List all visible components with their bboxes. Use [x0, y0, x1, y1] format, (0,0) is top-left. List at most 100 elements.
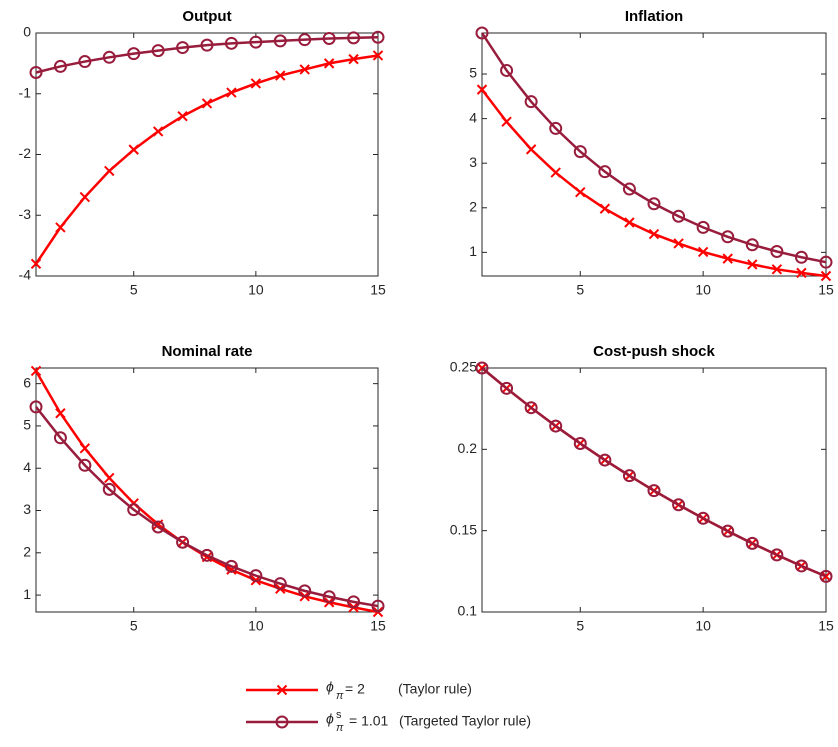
marker [348, 53, 359, 65]
marker [745, 238, 759, 252]
marker [79, 443, 91, 454]
legend-symbol: ϕ [326, 679, 334, 695]
marker [696, 220, 710, 234]
marker [102, 50, 116, 64]
x-tick-label: 10 [695, 282, 711, 298]
marker [696, 511, 710, 525]
subplot-title: Inflation [625, 8, 683, 25]
marker [176, 535, 190, 549]
marker [55, 408, 66, 419]
marker [226, 87, 237, 98]
marker [524, 95, 538, 109]
marker [30, 365, 42, 377]
x-tick-label: 15 [370, 282, 386, 298]
marker [29, 65, 43, 79]
marker [53, 59, 67, 73]
y-tick-label: 0.25 [450, 359, 477, 375]
x-tick-label: 15 [370, 618, 386, 634]
y-tick-label: 4 [469, 109, 477, 125]
x-tick-label: 10 [248, 618, 264, 634]
marker [322, 31, 336, 45]
marker [200, 38, 214, 52]
legend-symbol: ϕ [326, 711, 334, 727]
marker [819, 255, 833, 269]
marker [598, 453, 612, 467]
marker [820, 270, 832, 282]
marker [30, 258, 42, 270]
marker [721, 230, 735, 244]
marker [573, 145, 587, 159]
marker [598, 165, 612, 179]
x-tick-label: 5 [130, 618, 138, 634]
marker [794, 250, 808, 264]
marker [475, 361, 489, 375]
marker [152, 126, 164, 137]
marker [721, 524, 735, 538]
y-tick-label: -1 [19, 84, 32, 100]
marker [599, 203, 611, 214]
y-tick-label: 4 [23, 459, 31, 475]
y-tick-label: -4 [19, 267, 32, 283]
marker [648, 228, 660, 240]
y-tick-label: 0.1 [458, 603, 478, 619]
marker [275, 715, 289, 729]
marker [200, 548, 214, 562]
subplot: Cost-push shock 0.1 0.15 0.2 0.25 5 10 15 [450, 343, 834, 634]
marker [128, 144, 139, 155]
marker [176, 41, 190, 55]
legend-note: (Targeted Taylor rule) [399, 713, 531, 729]
marker [371, 30, 385, 44]
legend-entry: ϕπ = 2 (Taylor rule) [246, 679, 472, 702]
marker [224, 36, 238, 50]
marker [722, 253, 733, 264]
y-tick-label: 3 [23, 501, 31, 517]
marker [771, 264, 783, 275]
legend-entry: ϕ sπ = 1.01 (Targeted Taylor rule) [246, 709, 531, 734]
marker [273, 34, 287, 48]
marker [249, 35, 263, 49]
x-tick-label: 5 [130, 282, 138, 298]
subplot-title: Cost-push shock [593, 343, 715, 360]
marker [672, 209, 686, 223]
marker [476, 84, 488, 95]
y-tick-label: 3 [469, 154, 477, 170]
marker [371, 599, 385, 613]
marker [524, 401, 538, 415]
marker [673, 238, 684, 249]
marker [747, 259, 758, 270]
legend-subscript: π [336, 690, 344, 702]
marker [249, 569, 263, 583]
marker [475, 26, 489, 40]
marker [276, 684, 288, 696]
marker [298, 33, 312, 47]
marker [347, 31, 361, 45]
marker [819, 569, 833, 583]
x-tick-label: 10 [248, 282, 264, 298]
marker [177, 111, 188, 122]
y-tick-label: 2 [23, 544, 31, 560]
x-tick-label: 10 [695, 618, 711, 634]
x-tick-label: 15 [818, 282, 834, 298]
marker [250, 78, 262, 89]
marker [525, 144, 537, 155]
marker [53, 431, 67, 445]
subplot: Nominal rate 1 2 3 4 5 6 5 10 15 [23, 343, 386, 634]
x-tick-label: 15 [818, 618, 834, 634]
y-tick-label: 0 [23, 24, 31, 40]
axes-box [481, 32, 827, 277]
axes-box [35, 32, 379, 277]
marker [127, 47, 141, 61]
marker [322, 590, 336, 604]
marker [323, 58, 335, 69]
series-line [480, 32, 827, 264]
legend-subscript: π [336, 722, 344, 734]
marker [672, 498, 686, 512]
marker [770, 244, 784, 258]
x-tick-label: 5 [576, 618, 584, 634]
y-tick-label: 5 [23, 417, 31, 433]
marker [78, 55, 92, 69]
marker [550, 167, 561, 178]
marker [549, 419, 563, 433]
legend-value: = 2 [345, 681, 365, 697]
